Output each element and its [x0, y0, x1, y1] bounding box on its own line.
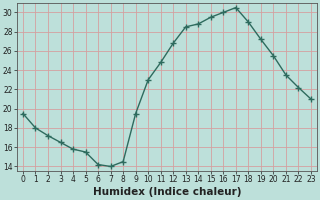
X-axis label: Humidex (Indice chaleur): Humidex (Indice chaleur) [93, 187, 241, 197]
